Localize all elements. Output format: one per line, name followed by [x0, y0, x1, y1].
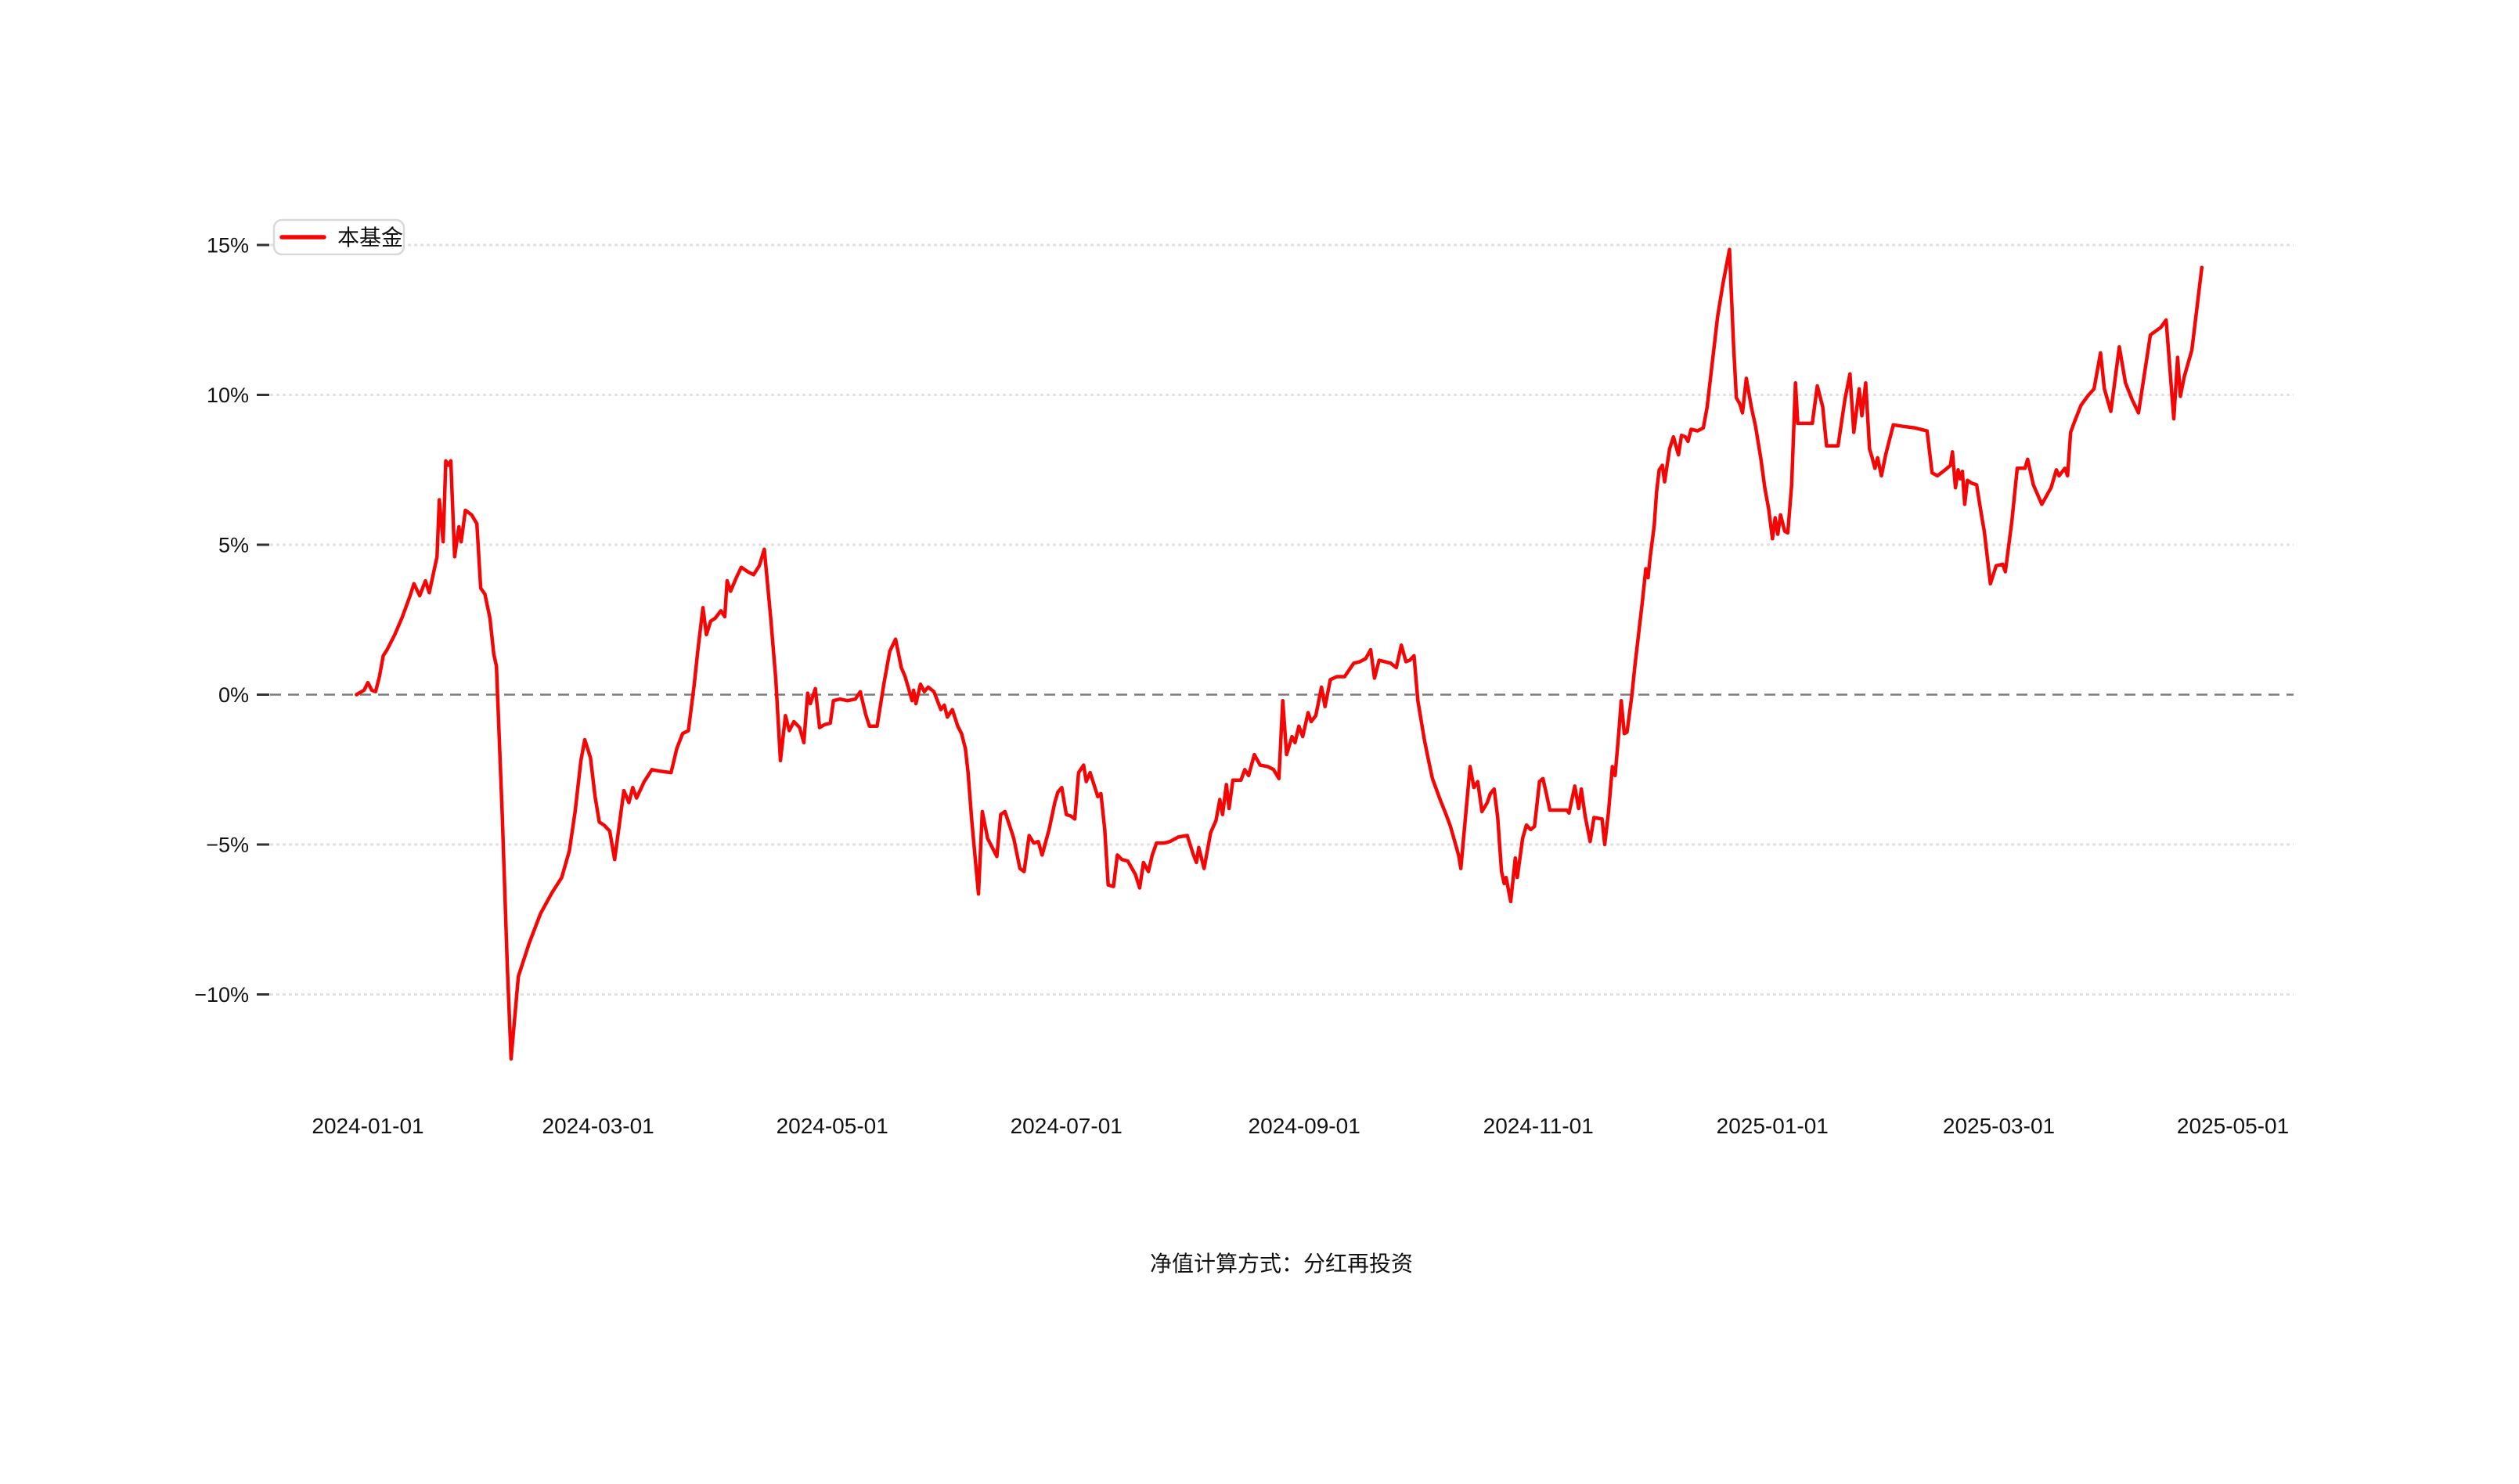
y-axis-tick-label: 15%: [207, 234, 249, 258]
y-axis-tick-label: −5%: [206, 834, 249, 857]
x-axis-tick-label: 2024-01-01: [312, 1114, 423, 1138]
y-axis-tick-label: −10%: [194, 983, 249, 1007]
x-axis-tick-label: 2024-05-01: [777, 1114, 888, 1138]
y-axis-tick-label: 5%: [218, 534, 249, 557]
legend[interactable]: 本基金: [272, 218, 405, 256]
x-axis-tick-label: 2025-01-01: [1717, 1114, 1829, 1138]
caption: 净值计算方式：分红再投资: [1150, 1252, 1413, 1276]
y-axis-tick-label: 0%: [218, 683, 249, 707]
x-axis-tick-label: 2024-11-01: [1483, 1114, 1594, 1138]
y-axis: 15% 10% 5% 0% −5% −10%: [194, 234, 269, 1007]
legend-box: [272, 218, 405, 256]
x-axis-tick-label: 2024-03-01: [542, 1114, 654, 1138]
y-axis-tick-label: 10%: [207, 384, 249, 407]
fund-series-line: [355, 247, 2204, 1061]
legend-label: 本基金: [337, 225, 403, 250]
x-axis-tick-label: 2025-03-01: [1943, 1114, 2055, 1138]
x-axis-tick-label: 2024-09-01: [1249, 1114, 1360, 1138]
gridlines: [270, 243, 2294, 996]
x-axis-tick-label: 2025-05-01: [2177, 1114, 2289, 1138]
x-axis-tick-label: 2024-07-01: [1011, 1114, 1123, 1138]
x-axis: 2024-01-01 2024-03-01 2024-05-01 2024-07-01…: [312, 1114, 2289, 1138]
